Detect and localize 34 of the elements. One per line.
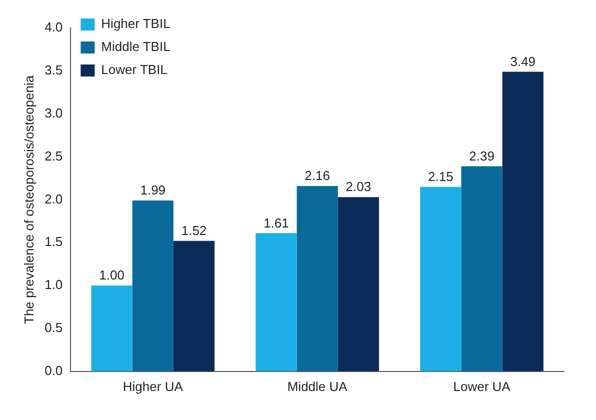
data-label: 2.15 (428, 168, 454, 184)
y-tick-label: 3.0 (44, 105, 63, 120)
y-axis-title: The prevalence of osteoporosis/osteopenia (21, 74, 36, 324)
y-tick-label: 3.5 (44, 62, 63, 78)
bar (296, 186, 338, 372)
data-label: 1.61 (264, 215, 289, 230)
y-tick-label: 2.5 (44, 148, 63, 164)
x-tick-label: Middle UA (287, 378, 348, 394)
data-label: 3.49 (510, 54, 536, 69)
y-tick-label: 0.5 (44, 320, 63, 336)
bar (256, 233, 297, 372)
bar (420, 186, 462, 372)
x-tick-label: Lower UA (453, 378, 511, 394)
bar (173, 240, 215, 372)
y-tick-label: 0.0 (44, 362, 63, 378)
x-tick-label: Higher UA (122, 378, 184, 394)
bar (338, 197, 379, 372)
bar (91, 286, 132, 372)
bar (132, 200, 174, 372)
bar (461, 166, 502, 372)
data-label: 2.16 (304, 168, 330, 184)
data-label: 1.52 (181, 222, 207, 238)
y-tick-label: 1.0 (44, 277, 63, 292)
bar (502, 72, 544, 372)
y-tick-label: 1.5 (44, 234, 63, 250)
data-label: 2.03 (346, 179, 372, 194)
legend-label: Middle TBIL (101, 39, 170, 54)
data-label: 1.99 (140, 182, 166, 198)
legend-label: Higher TBIL (101, 16, 170, 32)
data-label: 2.39 (469, 148, 494, 164)
y-tick-label: 2.0 (44, 191, 63, 206)
legend-label: Lower TBIL (101, 62, 168, 78)
y-tick-label: 4.0 (44, 20, 63, 35)
data-label: 1.00 (99, 268, 124, 283)
